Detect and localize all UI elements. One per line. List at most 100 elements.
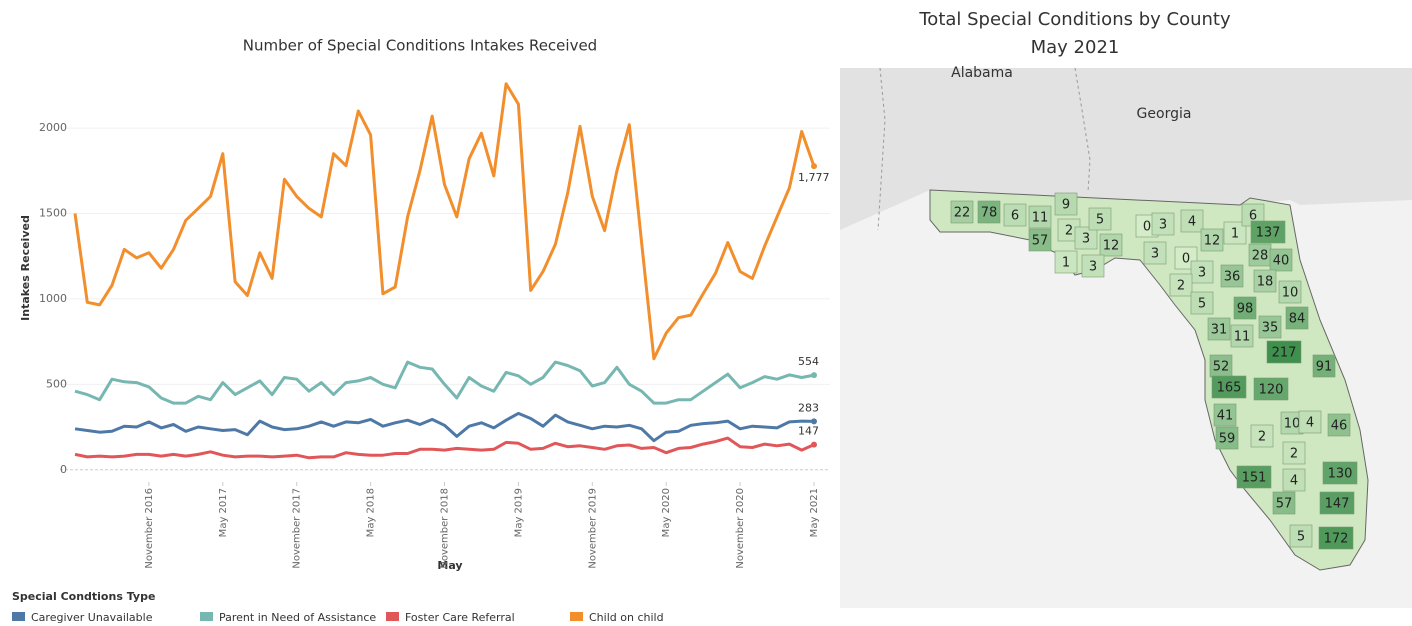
county-value: 11: [1234, 330, 1251, 345]
y-tick-label: 1000: [39, 292, 67, 305]
county-value: 9: [1062, 198, 1070, 213]
county-value: 137: [1256, 226, 1281, 241]
county: [1099, 233, 1123, 257]
state-border: [877, 67, 1091, 231]
state-label: Georgia: [1137, 106, 1192, 122]
county: [1236, 465, 1272, 489]
county-value: 10: [1284, 417, 1301, 432]
x-tick-label: May 2020: [661, 488, 672, 537]
county-value: 3: [1198, 266, 1206, 281]
legend-title: Special Condtions Type: [12, 590, 155, 603]
county: [1272, 491, 1296, 515]
county: [1223, 221, 1247, 245]
county-value: 1: [1062, 256, 1070, 271]
county: [1190, 260, 1214, 284]
county: [1211, 375, 1247, 399]
x-tick-label: May 2021: [809, 488, 820, 537]
county-value: 36: [1224, 270, 1241, 285]
county: [1266, 340, 1302, 364]
county: [1180, 209, 1204, 233]
county: [1278, 280, 1302, 304]
y-tick-label: 2000: [39, 121, 67, 134]
county-value: 1: [1231, 227, 1239, 242]
county-value: 6: [1011, 209, 1019, 224]
series-line: [74, 436, 815, 460]
end-label: 283: [798, 401, 819, 414]
county-value: 31: [1211, 323, 1228, 338]
county-value: 2: [1258, 430, 1266, 445]
county: [1269, 248, 1293, 272]
map-land: [840, 68, 1412, 230]
county: [1250, 424, 1274, 448]
county-value: 11: [1032, 211, 1049, 226]
y-tick-label: 500: [46, 377, 67, 390]
county: [1282, 468, 1306, 492]
county-value: 2: [1177, 279, 1185, 294]
county-value: 91: [1316, 360, 1333, 375]
state-label: Alabama: [951, 65, 1013, 81]
end-point: [811, 372, 817, 379]
county: [1220, 264, 1244, 288]
county-value: 0: [1143, 220, 1151, 235]
county: [1250, 220, 1286, 244]
county: [1318, 526, 1354, 550]
county-value: 5: [1096, 213, 1104, 228]
county: [1028, 205, 1052, 229]
legend-swatch: [570, 612, 583, 621]
county-value: 3: [1159, 218, 1167, 233]
x-tick-label: May 2017: [218, 488, 229, 537]
legend-swatch: [200, 612, 213, 621]
x-tick-label: November 2017: [292, 488, 303, 569]
county-value: 6: [1249, 209, 1257, 224]
county: [1319, 491, 1355, 515]
x-tick-label: November 2018: [440, 488, 451, 569]
county-value: 98: [1237, 302, 1254, 317]
legend-swatch: [386, 612, 399, 621]
county: [1143, 241, 1167, 265]
end-point: [811, 163, 817, 170]
county: [1207, 317, 1231, 341]
legend-label: Caregiver Unavailable: [31, 611, 153, 624]
county: [1213, 403, 1237, 427]
x-tick-label: May 2018: [366, 488, 377, 537]
county-value: 22: [954, 206, 971, 221]
county-value: 12: [1103, 239, 1120, 254]
county-value: 2: [1290, 447, 1298, 462]
legend-swatch: [12, 612, 25, 621]
county-value: 41: [1217, 409, 1234, 424]
county: [1200, 228, 1224, 252]
county: [1322, 461, 1358, 485]
county-value: 52: [1213, 360, 1230, 375]
county: [1282, 441, 1306, 465]
county-value: 10: [1282, 286, 1299, 301]
end-point: [811, 418, 817, 425]
county-value: 3: [1151, 247, 1159, 262]
end-label: 554: [798, 355, 819, 368]
county-value: 5: [1297, 530, 1305, 545]
series-line: [74, 411, 815, 443]
county: [1003, 203, 1027, 227]
county-value: 151: [1242, 471, 1267, 486]
county: [1054, 192, 1078, 216]
county: [1081, 254, 1105, 278]
end-label: 147: [798, 425, 819, 438]
county: [1298, 410, 1322, 434]
x-tick-label: November 2020: [735, 488, 746, 569]
x-tick-label: November 2019: [587, 488, 598, 569]
county-value: 18: [1257, 275, 1274, 290]
county: [1233, 296, 1257, 320]
county-value: 28: [1252, 249, 1269, 264]
county-value: 4: [1290, 474, 1298, 489]
end-label: 1,777: [798, 171, 830, 184]
county: [977, 200, 1001, 224]
county-value: 40: [1273, 254, 1290, 269]
county: [1289, 524, 1313, 548]
county-value: 4: [1306, 416, 1314, 431]
county: [1253, 377, 1289, 401]
county-value: 5: [1198, 297, 1206, 312]
x-tick-label: November 2016: [144, 488, 155, 569]
county: [950, 200, 974, 224]
county-value: 0: [1182, 252, 1190, 267]
map-title: Total Special Conditions by County: [918, 9, 1231, 30]
